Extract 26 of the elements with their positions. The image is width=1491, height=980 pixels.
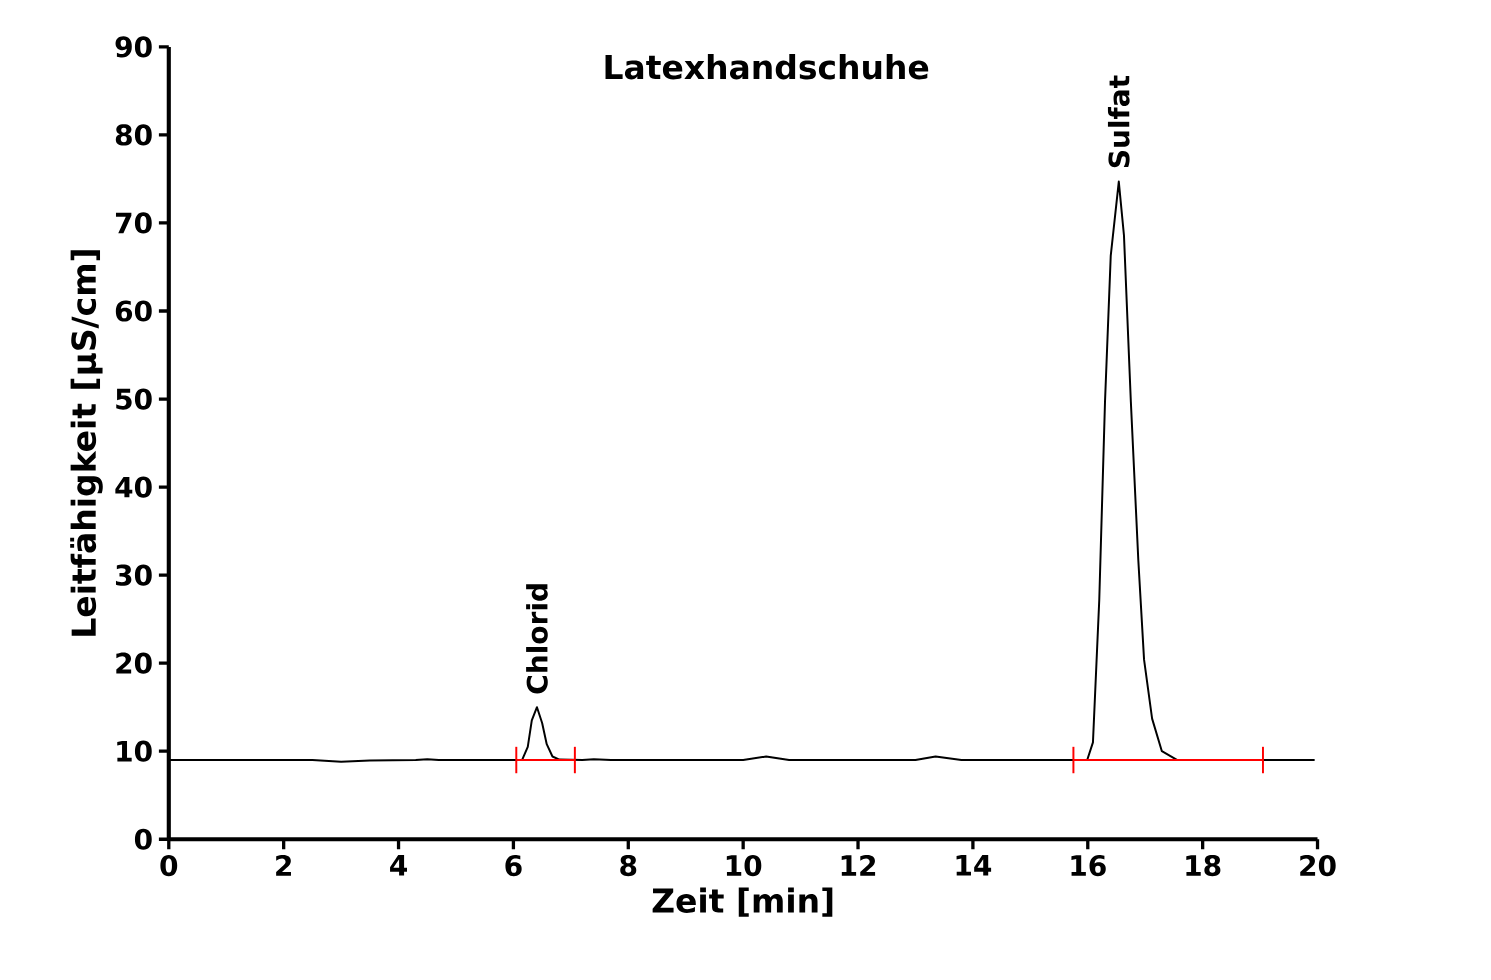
- y-tick-label: 30: [115, 564, 152, 586]
- annotation: Chlorid: [526, 584, 548, 694]
- x-tick-label: 6: [505, 855, 522, 877]
- y-tick-label: 50: [116, 388, 152, 410]
- x-tick-label: 10: [726, 854, 762, 877]
- x-tick-label: 4: [390, 855, 407, 876]
- y-tick-label: 40: [115, 476, 152, 498]
- chart-title: Latexhandschuhe: [605, 53, 929, 80]
- x-tick-label: 16: [1071, 855, 1106, 877]
- x-tick-label: 14: [956, 855, 992, 876]
- y-tick-label: 20: [116, 652, 152, 674]
- y-axis-title: Leitfähigkeit [µS/cm]: [70, 250, 103, 636]
- x-tick-label: 2: [276, 854, 291, 876]
- x-tick-label: 8: [620, 854, 637, 877]
- y-tick-label: 80: [115, 124, 152, 146]
- x-axis-title: Zeit [min]: [652, 887, 833, 917]
- x-tick-label: 12: [841, 854, 876, 876]
- y-tick-label: 90: [115, 36, 152, 58]
- y-tick-label: 60: [115, 300, 152, 322]
- y-tick-label: 0: [134, 828, 152, 850]
- x-tick-label: 0: [160, 854, 178, 877]
- x-tick-label: 20: [1300, 854, 1336, 877]
- x-tick-label: 18: [1186, 854, 1221, 877]
- y-tick-label: 10: [117, 740, 152, 762]
- annotation: Sulfat: [1107, 75, 1130, 168]
- y-tick-label: 70: [115, 212, 152, 234]
